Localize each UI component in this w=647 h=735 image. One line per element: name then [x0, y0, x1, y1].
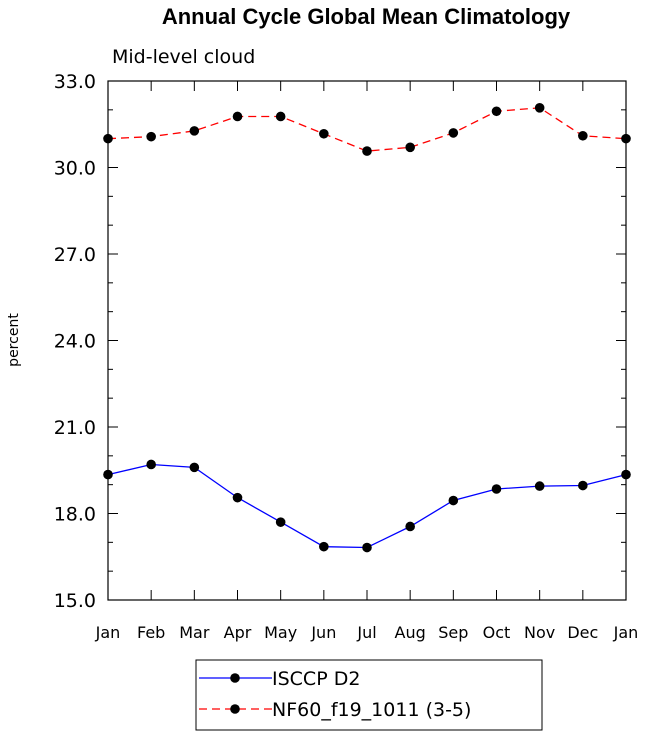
x-tick-label: Aug	[395, 623, 426, 642]
x-tick-label: Mar	[179, 623, 210, 642]
series-1-point	[146, 459, 156, 470]
y-axis: 15.0 18.0 21.0 24.0 27.0 30.0 33.0	[54, 71, 626, 612]
legend-swatch-marker	[230, 704, 240, 714]
series-line-2	[107, 107, 627, 152]
x-tick-label: Jun	[310, 623, 336, 642]
legend-label: NF60_f19_1011 (3-5)	[272, 699, 471, 721]
series-2-point	[189, 126, 200, 136]
y-tick-label: 27.0	[54, 244, 96, 266]
series-1-point	[534, 481, 545, 491]
y-tick-label: 33.0	[54, 71, 96, 93]
series-1-point	[189, 462, 200, 473]
series-1-point	[362, 542, 372, 553]
legend-label: ISCCP D2	[272, 668, 360, 690]
x-tick-label: Jan	[95, 623, 121, 642]
x-tick-label: Sep	[438, 623, 468, 642]
y-tick-label: 18.0	[54, 504, 96, 526]
chart-subtitle: Mid-level cloud	[112, 46, 255, 68]
x-tick-label: Oct	[483, 623, 511, 642]
series-1-point	[275, 517, 286, 527]
series-2-point	[621, 133, 631, 144]
x-axis: Jan Feb Mar Apr May Jun Jul Aug Sep Oct Nov Dec Jan	[95, 81, 639, 642]
series-2-point	[491, 106, 502, 117]
x-tick-label: Jul	[356, 623, 376, 642]
y-axis-label: percent	[6, 313, 22, 367]
series-2-point	[448, 128, 459, 138]
legend: ISCCP D2 NF60_f19_1011 (3-5)	[195, 659, 543, 731]
x-tick-label: Jan	[613, 623, 639, 642]
x-tick-label: May	[264, 623, 297, 642]
legend-box	[195, 659, 543, 731]
series-1-point	[448, 495, 459, 506]
chart-title: Annual Cycle Global Mean Climatology	[162, 4, 571, 29]
series-1-point	[621, 469, 631, 480]
x-tick-label: Feb	[137, 623, 165, 642]
series-2-point	[362, 146, 372, 156]
plot-frame	[107, 80, 627, 601]
series-2-point	[319, 128, 329, 139]
series-1-point	[405, 521, 415, 532]
y-tick-label: 21.0	[54, 417, 96, 439]
series-1-point	[491, 484, 502, 494]
series-2-point	[578, 130, 588, 141]
y-tick-label: 15.0	[54, 590, 96, 612]
series-2-point	[275, 111, 286, 122]
series-2-point	[534, 103, 545, 113]
series-2-point	[146, 131, 156, 142]
series-1-point	[319, 541, 329, 552]
x-tick-label: Nov	[524, 623, 555, 642]
series-2-point	[103, 133, 113, 144]
series-1-point	[578, 480, 588, 491]
series-2-point	[405, 142, 415, 153]
series-layer	[103, 103, 631, 553]
y-tick-label: 30.0	[54, 158, 96, 180]
series-1-point	[232, 492, 243, 503]
x-tick-label: Dec	[567, 623, 598, 642]
series-2-point	[232, 111, 243, 122]
series-1-point	[103, 469, 113, 480]
y-tick-label: 24.0	[54, 331, 96, 353]
legend-swatch-marker	[230, 673, 240, 683]
series-line-1	[107, 463, 627, 549]
x-tick-label: Apr	[224, 623, 252, 642]
